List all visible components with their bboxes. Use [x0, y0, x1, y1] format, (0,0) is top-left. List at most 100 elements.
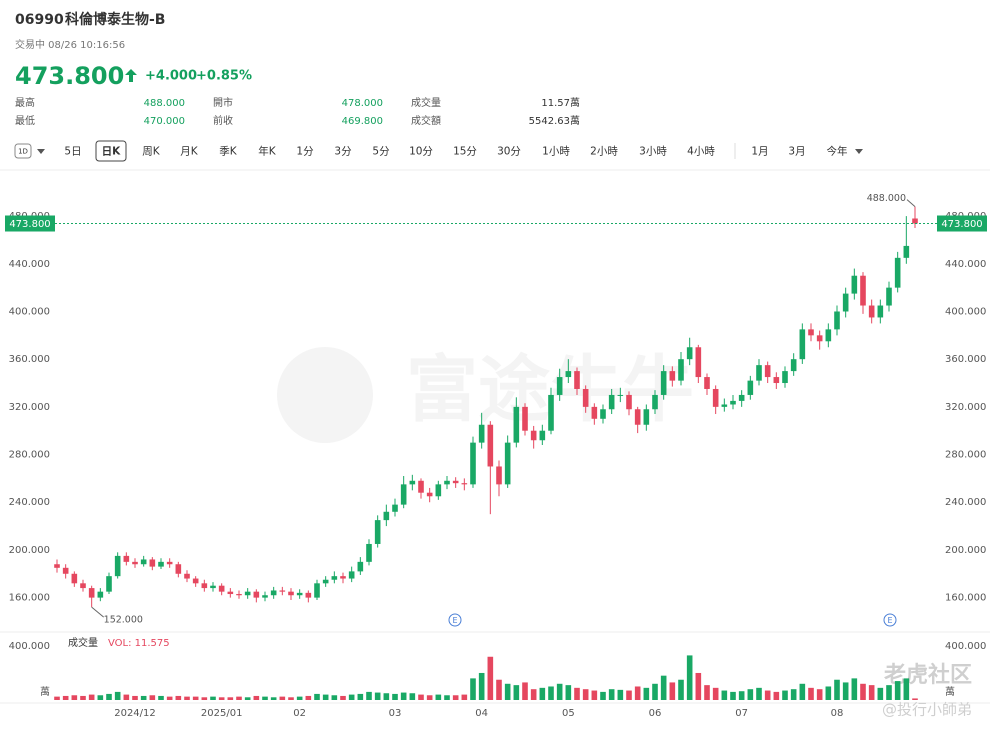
volume-bar	[149, 695, 156, 700]
tab[interactable]: 3月	[788, 146, 805, 158]
volume-bar	[652, 683, 658, 700]
tab[interactable]: 月K	[180, 146, 198, 158]
tab[interactable]: 15分	[453, 146, 477, 158]
tab[interactable]: 季K	[219, 146, 237, 158]
candle-body	[808, 329, 814, 336]
candle-body	[97, 591, 104, 598]
volume-bar	[548, 686, 554, 700]
volume-bar	[539, 687, 546, 700]
x-tick-label: 03	[389, 708, 402, 719]
volume-bar	[296, 696, 303, 700]
candle-body	[886, 287, 892, 306]
volume-bar	[756, 687, 762, 700]
tab[interactable]: 1小時	[542, 146, 570, 158]
y-tick-label-right: 400.000	[945, 306, 986, 317]
candle-body	[218, 585, 225, 592]
candle-body	[470, 442, 476, 485]
volume-bar	[825, 686, 832, 700]
y-tick-label: 360.000	[9, 354, 50, 365]
interval-icon[interactable]	[14, 143, 32, 159]
tab[interactable]: 10分	[409, 146, 433, 158]
tab[interactable]: 1分	[296, 146, 314, 158]
tab[interactable]: 30分	[497, 146, 521, 158]
candle-body	[669, 371, 676, 381]
tab[interactable]: 3小時	[639, 146, 667, 158]
event-marker[interactable]	[883, 613, 897, 627]
stat-value: 488.000	[144, 98, 185, 109]
volume-bar	[799, 683, 806, 700]
volume-bar	[608, 689, 615, 700]
tab[interactable]: 日K	[102, 146, 121, 158]
y-tick-label-right: 240.000	[945, 497, 986, 508]
volume-bar	[626, 690, 632, 700]
volume-bar	[279, 696, 286, 700]
volume-bar	[192, 696, 199, 700]
candle-body	[496, 466, 502, 485]
candle-body	[54, 564, 60, 568]
volume-bar	[461, 694, 468, 700]
candle-body	[825, 329, 832, 342]
volume-bar	[435, 694, 442, 700]
volume-bar	[158, 695, 164, 700]
candle-body	[513, 406, 520, 443]
volume-bar	[678, 679, 684, 700]
tab[interactable]: 2小時	[590, 146, 618, 158]
candle-body	[522, 406, 528, 431]
candle-body	[210, 585, 216, 589]
volume-bar	[409, 693, 416, 700]
candle-body	[626, 394, 632, 410]
tab[interactable]: 周K	[142, 146, 160, 158]
volume-bar	[253, 695, 260, 700]
dropdown-arrow	[855, 149, 863, 154]
candle-body	[270, 590, 277, 596]
y-tick-label: 160.000	[9, 593, 50, 604]
tab[interactable]: 5日	[64, 146, 81, 158]
volume-bar	[80, 695, 86, 700]
tab-selected[interactable]	[95, 140, 127, 162]
volume-bar	[114, 691, 121, 700]
candle-body	[236, 594, 242, 596]
y-tick-label: 400.000	[9, 306, 50, 317]
tab[interactable]: 今年	[827, 145, 848, 158]
volume-bar	[97, 695, 104, 700]
volume-bar	[834, 679, 840, 700]
tab[interactable]: 3分	[334, 146, 352, 158]
candle-body	[678, 359, 684, 381]
volume-bar	[478, 672, 485, 700]
candle-body	[712, 388, 719, 407]
tab[interactable]: 年K	[258, 145, 276, 158]
price-tag	[937, 215, 987, 232]
candle-body	[730, 400, 736, 405]
candle-body	[747, 380, 754, 395]
y-tick-label-right: 200.000	[945, 545, 986, 556]
y-tick-label: 320.000	[9, 402, 50, 413]
tab[interactable]: 4小時	[687, 146, 715, 158]
volume-tick-label-right: 400.000	[945, 641, 986, 652]
candle-body	[574, 371, 580, 389]
stat-value: 470.000	[144, 116, 185, 127]
x-tick-label: 05	[562, 708, 575, 719]
candle-body	[548, 394, 554, 431]
candle-body	[409, 480, 416, 485]
event-marker[interactable]	[448, 613, 462, 627]
volume-bar	[366, 691, 372, 700]
volume-bar	[643, 687, 650, 700]
volume-bar	[201, 697, 208, 700]
tab[interactable]: 5分	[372, 146, 390, 158]
volume-bar	[565, 685, 572, 700]
volume-bar	[470, 678, 476, 700]
candle-body	[106, 576, 112, 592]
candle-body	[773, 377, 780, 384]
candle-body	[288, 591, 294, 596]
candle-body	[608, 394, 615, 410]
candle-body	[366, 543, 372, 562]
candle-body	[868, 305, 875, 318]
candle-body	[842, 293, 849, 312]
tab[interactable]: 1月	[751, 146, 768, 158]
candle-body	[782, 371, 788, 384]
volume-bar	[62, 695, 69, 700]
candle-body	[192, 578, 199, 584]
volume-bar	[140, 695, 147, 700]
candle-body	[834, 311, 840, 330]
